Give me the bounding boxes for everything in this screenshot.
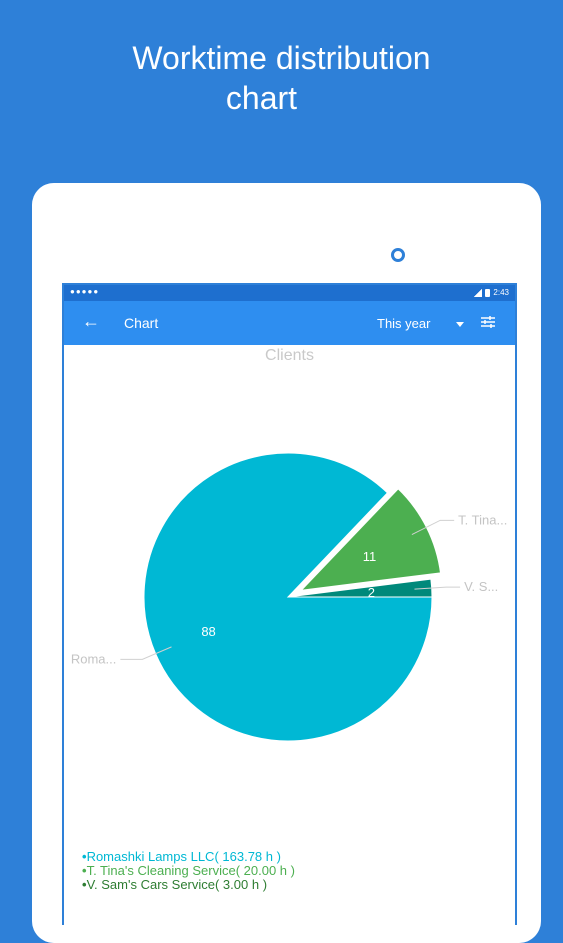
legend-bullet-icon: • <box>82 877 87 892</box>
dropdown-caret-icon[interactable] <box>456 322 464 327</box>
status-bar: ●●●●● 2:43 <box>64 285 515 301</box>
chart-content: Clients 88 Roma... 11 T. Tina... 2 V. S... •R… <box>64 345 515 925</box>
promo-title-line1: Worktime distribution <box>132 40 431 76</box>
app-bar: ← Chart This year <box>64 301 515 345</box>
legend-text: V. Sam's Cars Service( 3.00 h ) <box>86 877 268 892</box>
chart-title: Clients <box>265 347 314 364</box>
screen-title: Chart <box>124 315 159 331</box>
range-selector[interactable]: This year <box>377 316 431 331</box>
pie-value-label: 88 <box>201 624 215 639</box>
battery-icon <box>485 288 491 297</box>
pie-value-label: 11 <box>363 549 377 564</box>
status-time: 2:43 <box>493 288 509 297</box>
pie-leader-line <box>120 646 172 660</box>
promo-title: Worktime distribution chart <box>0 38 563 118</box>
pie-value-label: 2 <box>368 585 375 600</box>
pie-leader-line <box>411 519 455 536</box>
pie-chart: 88 Roma... 11 T. Tina... 2 V. S... <box>71 452 507 742</box>
camera-icon <box>391 248 405 262</box>
app-screen: ●●●●● 2:43 ← Chart This year Clients 88 R… <box>62 283 517 925</box>
notification-dots-icon: ●●●●● <box>70 287 100 296</box>
promo-title-line2: chart <box>225 80 298 116</box>
legend-item: •Romashki Lamps LLC( 163.78 h ) <box>82 850 295 864</box>
legend-bullet-icon: • <box>82 849 87 864</box>
signal-icon <box>474 288 483 297</box>
pie-leader-line <box>414 586 461 590</box>
pie-category-label: V. S... <box>464 579 498 594</box>
pie-category-label: Roma... <box>71 651 117 666</box>
back-arrow-icon[interactable]: ← <box>82 311 100 331</box>
legend-text: T. Tina's Cleaning Service( 20.00 h ) <box>86 863 295 878</box>
tune-icon[interactable] <box>481 315 495 329</box>
pie-category-label: T. Tina... <box>458 512 507 527</box>
legend-text: Romashki Lamps LLC( 163.78 h ) <box>86 849 281 864</box>
chart-legend: •Romashki Lamps LLC( 163.78 h ) •T. Tina'… <box>82 850 295 892</box>
legend-item: •V. Sam's Cars Service( 3.00 h ) <box>82 878 295 892</box>
legend-bullet-icon: • <box>82 863 87 878</box>
legend-item: •T. Tina's Cleaning Service( 20.00 h ) <box>82 864 295 878</box>
